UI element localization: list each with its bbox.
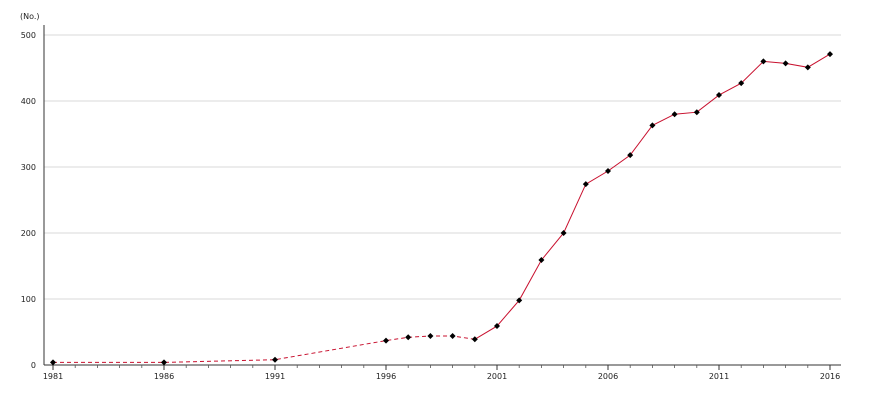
- data-point-marker: [760, 58, 767, 65]
- x-tick-label: 1981: [43, 372, 63, 381]
- data-point-marker: [627, 152, 634, 159]
- data-point-marker: [782, 60, 789, 67]
- data-point-marker: [272, 356, 278, 363]
- data-point-marker: [649, 122, 656, 129]
- y-tick-label: 0: [31, 361, 36, 370]
- y-unit-label: (No.): [20, 12, 40, 21]
- data-point-marker: [383, 337, 389, 344]
- data-point-marker: [605, 167, 611, 174]
- data-point-marker: [538, 257, 545, 264]
- y-tick-label: 400: [21, 97, 36, 106]
- x-tick-label: 2016: [820, 372, 840, 381]
- y-tick-label: 300: [21, 163, 36, 172]
- x-tick-label: 1986: [154, 372, 174, 381]
- data-point-marker: [738, 80, 745, 87]
- data-point-marker: [449, 332, 456, 339]
- data-point-marker: [693, 109, 700, 116]
- series-dashed-segment: [53, 335, 475, 363]
- data-point-marker: [50, 359, 56, 366]
- data-point-marker: [671, 111, 678, 118]
- data-point-marker: [516, 297, 523, 304]
- data-point-marker: [427, 332, 434, 339]
- data-point-marker: [716, 92, 722, 99]
- series-line: [53, 53, 831, 363]
- data-point-marker: [494, 323, 500, 330]
- data-markers: [50, 51, 833, 366]
- data-point-marker: [405, 334, 412, 341]
- y-tick-label: 100: [21, 295, 36, 304]
- data-point-marker: [804, 64, 811, 71]
- gridlines: [44, 34, 841, 300]
- data-point-marker: [827, 51, 833, 58]
- data-point-marker: [582, 181, 589, 188]
- x-tick-label: 2001: [487, 372, 507, 381]
- y-tick-label: 500: [21, 31, 36, 40]
- data-point-marker: [471, 336, 478, 343]
- x-tick-label: 1996: [376, 372, 396, 381]
- data-point-marker: [560, 230, 567, 236]
- x-tick-label: 2006: [598, 372, 618, 381]
- axes: 0 100 200 300 400 500 1981 1986 1991 1996 2001 2006…: [21, 25, 841, 381]
- y-tick-label: 200: [21, 229, 36, 238]
- x-tick-label: 1991: [265, 372, 285, 381]
- series-solid-segment: [474, 53, 831, 340]
- x-tick-label: 2011: [709, 372, 729, 381]
- data-point-marker: [161, 359, 167, 366]
